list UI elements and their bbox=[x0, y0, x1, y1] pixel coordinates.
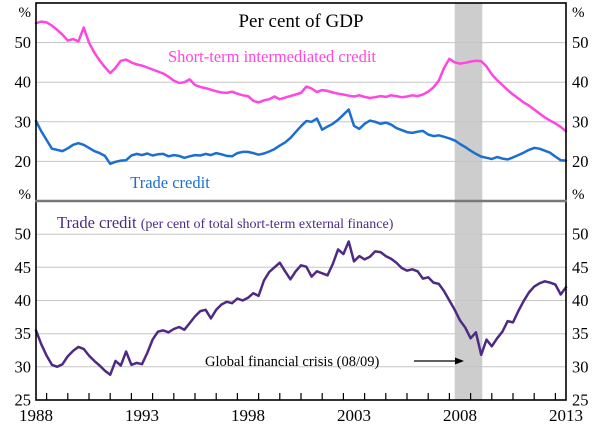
y-axis-label-left: 40 bbox=[15, 291, 32, 310]
series-label-trade-credit: Trade credit bbox=[130, 173, 210, 192]
y-axis-label-right: 45 bbox=[572, 258, 589, 277]
series-label-main: Trade credit bbox=[57, 213, 141, 232]
percent-unit-label-left: % bbox=[19, 187, 32, 203]
x-axis-label: 2013 bbox=[549, 406, 583, 425]
x-axis-label: 1993 bbox=[125, 406, 159, 425]
gridlines-bottom bbox=[36, 233, 566, 368]
gfc-annotation-text: Global financial crisis (08/09) bbox=[205, 354, 380, 370]
y-axis-label-left: 50 bbox=[15, 225, 32, 244]
percent-unit-label-right: % bbox=[572, 5, 585, 21]
y-axis-label-left: 45 bbox=[15, 258, 32, 277]
y-axis-label-left: 25 bbox=[15, 391, 32, 410]
y-axis-label-right: 25 bbox=[572, 391, 589, 410]
chart-title: Per cent of GDP bbox=[238, 11, 363, 32]
y-axis-label-right: 50 bbox=[572, 33, 589, 52]
x-axis-label: 1998 bbox=[231, 406, 265, 425]
y-axis-label-left: 35 bbox=[15, 324, 32, 343]
y-axis-label-right: 20 bbox=[572, 152, 589, 171]
series-label-short-term-intermediated-credit: Short-term intermediated credit bbox=[168, 47, 376, 66]
x-axis-label: 2008 bbox=[443, 406, 477, 425]
y-axis-label-left: 20 bbox=[15, 152, 32, 171]
y-axis-label-right: 30 bbox=[572, 112, 589, 131]
y-axis-label-right: 35 bbox=[572, 324, 589, 343]
y-axis-label-right: 30 bbox=[572, 357, 589, 376]
gfc-annotation-arrowhead bbox=[455, 357, 464, 365]
series-line-trade-credit bbox=[34, 108, 568, 166]
y-axis-label-left: 40 bbox=[15, 73, 32, 92]
y-axis-label-right: 50 bbox=[572, 225, 589, 244]
y-axis-label-left: 30 bbox=[15, 112, 32, 131]
percent-unit-label-left: % bbox=[19, 5, 32, 21]
series-line-short-term-intermediated-credit bbox=[34, 20, 568, 133]
percent-unit-label-right: % bbox=[572, 187, 585, 203]
series-label-trade-credit-share: Trade credit (per cent of total short-te… bbox=[57, 213, 394, 232]
y-axis-label-right: 40 bbox=[572, 291, 589, 310]
series-line-trade-credit-per-cent-of-total-short-term-external-finance bbox=[34, 240, 568, 377]
y-axis-label-left: 50 bbox=[15, 33, 32, 52]
y-axis-label-right: 40 bbox=[572, 73, 589, 92]
x-axis-ticks bbox=[45, 393, 557, 400]
series-label-paren: (per cent of total short-term external f… bbox=[141, 217, 394, 232]
x-axis-label: 1988 bbox=[19, 406, 53, 425]
y-axis-label-left: 30 bbox=[15, 357, 32, 376]
x-axis-label: 2003 bbox=[337, 406, 371, 425]
